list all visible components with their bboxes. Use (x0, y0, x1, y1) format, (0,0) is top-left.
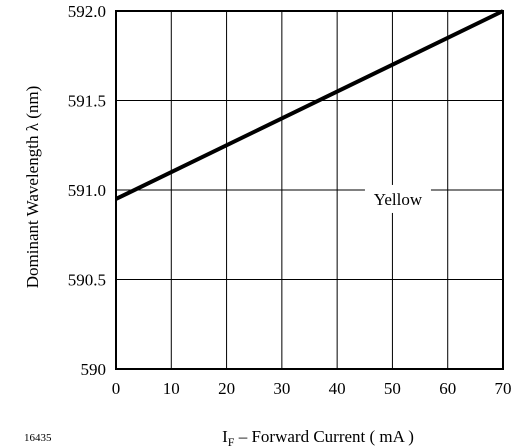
series-layer (115, 9, 504, 201)
x-tick-label-7: 70 (495, 379, 512, 398)
series-line-0 (115, 9, 504, 201)
x-axis-title-text: – Forward Current ( mA ) (234, 427, 413, 446)
annotations: Yellow (364, 184, 431, 213)
x-axis-title-subscript: F (228, 435, 235, 448)
x-axis-title-symbol: I (222, 427, 228, 446)
y-tick-labels: 590 590.5 591.0 591.5 592.0 (68, 2, 106, 379)
x-tick-label-2: 20 (218, 379, 235, 398)
annotation-label-0: Yellow (374, 190, 423, 209)
grid-lines (116, 11, 503, 369)
x-tick-label-1: 10 (163, 379, 180, 398)
x-tick-labels: 0 10 20 30 40 50 60 70 (112, 379, 512, 398)
x-tick-label-5: 50 (384, 379, 401, 398)
x-tick-label-3: 30 (273, 379, 290, 398)
annotation-background-0 (364, 184, 431, 213)
plot-frame (115, 10, 504, 370)
y-axis-title: Dominant Wavelength λ (nm) (23, 86, 42, 289)
x-tick-label-4: 40 (329, 379, 346, 398)
figure-id: 16435 (24, 432, 52, 444)
y-tick-label-0: 590 (81, 360, 107, 379)
x-tick-label-0: 0 (112, 379, 121, 398)
y-tick-label-2: 591.0 (68, 181, 106, 200)
y-tick-label-4: 592.0 (68, 2, 106, 21)
x-axis-title: IF – Forward Current ( mA ) (222, 427, 414, 448)
y-tick-label-1: 590.5 (68, 271, 106, 290)
y-tick-label-3: 591.5 (68, 92, 106, 111)
x-tick-label-6: 60 (439, 379, 456, 398)
